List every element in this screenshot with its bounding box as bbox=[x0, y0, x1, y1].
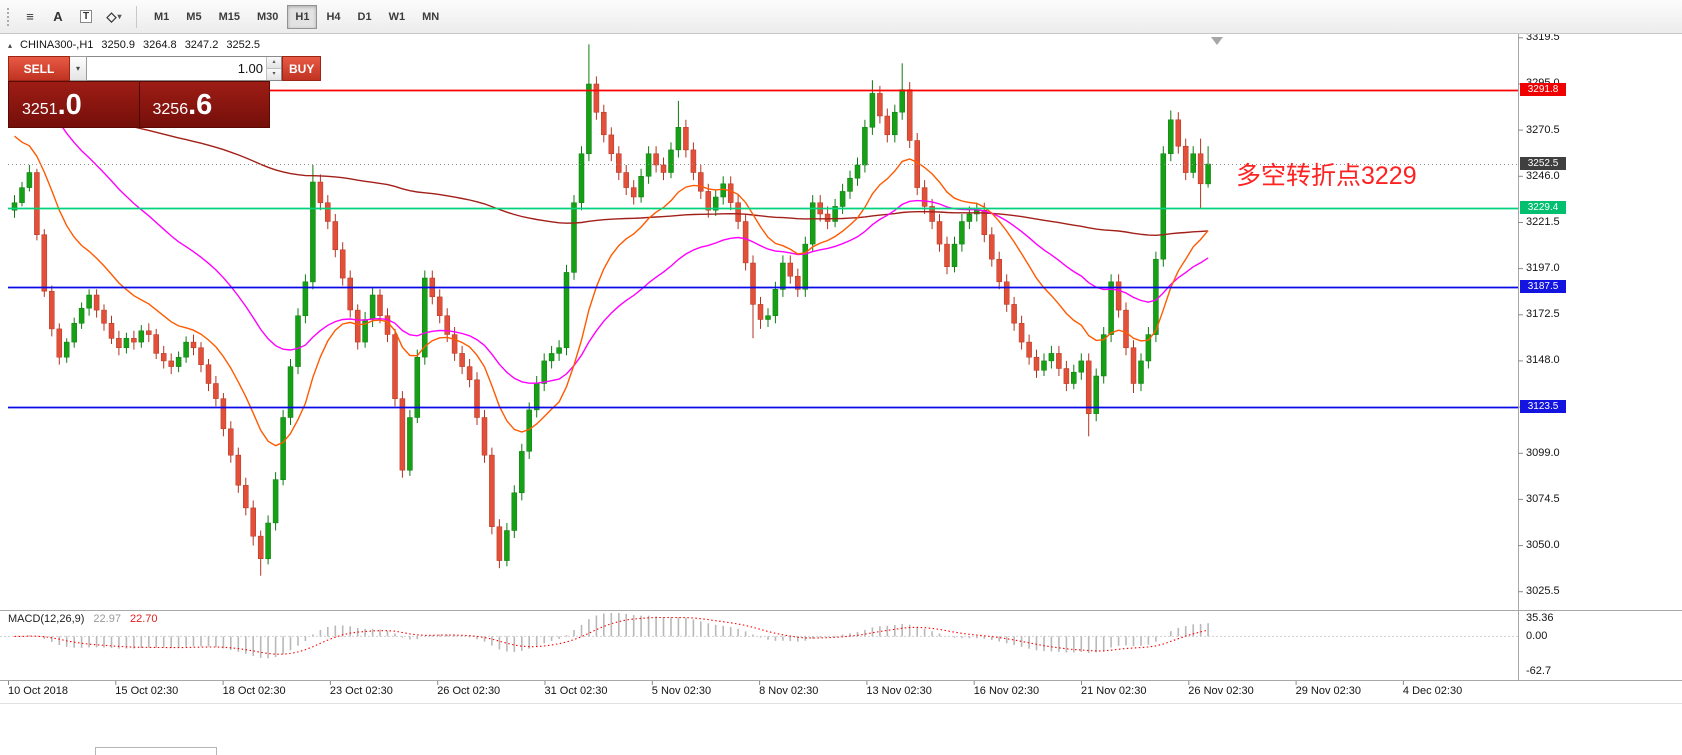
time-axis-label: 31 Oct 02:30 bbox=[544, 685, 608, 697]
sell-price-big-digits: .0 bbox=[57, 89, 82, 121]
volume-stepper: ▴ ▾ bbox=[266, 57, 282, 80]
ohlc-close: 3252.5 bbox=[226, 39, 260, 51]
text-label-icon: T bbox=[79, 10, 93, 23]
text-tool-button[interactable]: A bbox=[45, 5, 71, 29]
price-level-badge: 3123.5 bbox=[1520, 400, 1566, 414]
text-label-tool-button[interactable]: T bbox=[73, 5, 99, 29]
price-axis-label: 3221.5 bbox=[1526, 215, 1560, 228]
main-toolbar: ≡ A T ◇ ▾ M1 M5 M15 M30 H1 H4 D1 W1 MN bbox=[0, 0, 1682, 34]
time-axis-label: 13 Nov 02:30 bbox=[866, 685, 932, 697]
price-level-badge: 3187.5 bbox=[1520, 279, 1566, 293]
macd-axis-label: -62.7 bbox=[1526, 665, 1552, 677]
price-axis-label: 3246.0 bbox=[1526, 169, 1560, 182]
toolbar-separator bbox=[136, 5, 137, 28]
timeframe-mn-button[interactable]: MN bbox=[414, 5, 447, 29]
macd-axis-label: 0.00 bbox=[1526, 629, 1548, 642]
price-axis-label: 3148.0 bbox=[1526, 354, 1560, 367]
volume-down-button[interactable]: ▾ bbox=[267, 69, 282, 80]
price-axis-label: 3197.0 bbox=[1526, 262, 1560, 275]
chevron-down-icon: ▾ bbox=[117, 12, 122, 21]
sell-button[interactable]: SELL bbox=[8, 56, 70, 81]
chart-symbol-timeframe: CHINA300-,H1 bbox=[20, 39, 94, 51]
bottom-bar bbox=[0, 703, 1682, 755]
chart-ohlc-header: ▴ CHINA300-,H1 3250.9 3264.8 3247.2 3252… bbox=[8, 39, 260, 51]
time-axis-label: 26 Nov 02:30 bbox=[1188, 685, 1254, 697]
price-axis-label: 3050.0 bbox=[1526, 539, 1560, 552]
macd-main-value: 22.97 bbox=[93, 613, 121, 625]
macd-signal-value: 22.70 bbox=[129, 613, 158, 625]
time-axis-label: 10 Oct 2018 bbox=[8, 685, 68, 697]
collapse-triangle-icon[interactable]: ▴ bbox=[8, 40, 13, 50]
price-axis[interactable]: 3319.53295.03270.53246.03221.53197.03172… bbox=[1518, 0, 1682, 755]
timeframe-m15-button[interactable]: M15 bbox=[211, 5, 248, 29]
timeframe-h1-button[interactable]: H1 bbox=[287, 4, 318, 29]
time-axis-label: 5 Nov 02:30 bbox=[651, 685, 712, 697]
buy-button[interactable]: BUY bbox=[282, 56, 322, 81]
bottom-tab bbox=[95, 747, 217, 755]
timeframe-m1-button[interactable]: M1 bbox=[146, 5, 177, 29]
time-axis-label: 18 Oct 02:30 bbox=[222, 685, 286, 697]
order-type-dropdown[interactable]: ▾ bbox=[70, 56, 88, 81]
price-axis-label: 3099.0 bbox=[1526, 446, 1560, 459]
price-axis-label: 3025.5 bbox=[1526, 585, 1560, 598]
price-axis-label: 3270.5 bbox=[1526, 123, 1560, 136]
time-axis-label: 15 Oct 02:30 bbox=[115, 685, 179, 697]
time-axis-label: 16 Nov 02:30 bbox=[973, 685, 1040, 697]
chart-annotation: 多空转折点3229 bbox=[1236, 162, 1417, 190]
ohlc-low: 3247.2 bbox=[184, 39, 219, 51]
time-axis[interactable]: 10 Oct 2018 15 Oct 02:30 18 Oct 02:30 23 Oc… bbox=[0, 682, 1518, 701]
ohlc-high: 3264.8 bbox=[143, 39, 177, 51]
volume-input[interactable] bbox=[87, 57, 267, 80]
sell-price-main: 3251 bbox=[22, 101, 58, 118]
ohlc-open: 3250.9 bbox=[101, 39, 136, 51]
price-axis-label: 3172.5 bbox=[1526, 308, 1560, 321]
volume-box: ▴ ▾ bbox=[87, 56, 283, 81]
buy-price-display[interactable]: 3256 .6 bbox=[139, 82, 269, 127]
macd-name: MACD(12,26,9) bbox=[8, 613, 85, 625]
price-axis-label: 3074.5 bbox=[1526, 492, 1560, 505]
timeframe-w1-button[interactable]: W1 bbox=[381, 5, 414, 29]
lines-icon: ≡ bbox=[26, 9, 34, 24]
price-level-badge: 3229.4 bbox=[1520, 200, 1566, 214]
timeframe-m30-button[interactable]: M30 bbox=[249, 5, 286, 29]
toolbar-drag-handle[interactable] bbox=[5, 5, 11, 28]
shapes-icon: ◇ bbox=[106, 8, 117, 24]
price-level-badge: 3291.8 bbox=[1520, 83, 1566, 96]
timeframe-d1-button[interactable]: D1 bbox=[350, 5, 380, 29]
time-axis-label: 8 Nov 02:30 bbox=[759, 685, 819, 697]
time-axis-label: 26 Oct 02:30 bbox=[437, 685, 501, 697]
sell-price-display[interactable]: 3251 .0 bbox=[9, 82, 140, 127]
price-level-badge: 3252.5 bbox=[1520, 157, 1566, 171]
timeframe-button-group: M1 M5 M15 M30 H1 H4 D1 W1 MN bbox=[146, 4, 447, 29]
price-axis-label: 3319.5 bbox=[1526, 31, 1560, 44]
timeframe-h4-button[interactable]: H4 bbox=[318, 5, 348, 29]
shapes-dropdown-button[interactable]: ◇ ▾ bbox=[101, 5, 127, 29]
time-axis-label: 23 Oct 02:30 bbox=[329, 685, 393, 697]
lines-tool-button[interactable]: ≡ bbox=[17, 5, 43, 29]
volume-up-button[interactable]: ▴ bbox=[267, 57, 282, 69]
text-a-icon: A bbox=[53, 9, 63, 24]
one-click-trade-panel: SELL ▾ ▴ ▾ BUY 3251 .0 3256 .6 bbox=[8, 56, 322, 128]
timeframe-m5-button[interactable]: M5 bbox=[178, 5, 209, 29]
time-axis-label: 29 Nov 02:30 bbox=[1295, 685, 1362, 697]
buy-price-big-digits: .6 bbox=[188, 89, 213, 121]
macd-axis-label: 35.36 bbox=[1526, 612, 1554, 624]
time-axis-label: 4 Dec 02:30 bbox=[1402, 685, 1463, 697]
buy-price-main: 3256 bbox=[152, 101, 189, 118]
macd-indicator-label: MACD(12,26,9) 22.97 22.70 bbox=[8, 613, 157, 625]
time-axis-label: 21 Nov 02:30 bbox=[1081, 685, 1147, 697]
